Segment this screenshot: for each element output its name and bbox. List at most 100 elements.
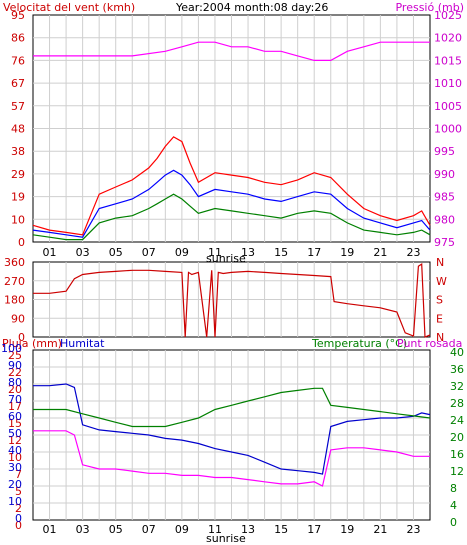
pressure-y-tick-label: 990: [434, 168, 455, 181]
humidity-x-tick-label: 05: [109, 523, 123, 536]
pressure-y-tick-label: 1025: [434, 9, 462, 22]
wind-y-tick-label: 29: [11, 168, 25, 181]
humidity-x-tick-label: 01: [43, 523, 57, 536]
pressure-y-tick-label: 995: [434, 145, 455, 158]
temperature-y-tick-label: 32: [450, 380, 464, 393]
humidity-x-tick-label: 17: [307, 523, 321, 536]
temperature-line: [33, 387, 431, 428]
humidity-x-tick-label: 07: [142, 523, 156, 536]
rain-y-tick-label: 10: [8, 451, 22, 464]
humidity-x-tick-label: 03: [76, 523, 90, 536]
humidity-x-tick-label: 11: [208, 523, 222, 536]
pressure-y-tick-label: 1010: [434, 77, 462, 90]
humidity-x-tick-label: 19: [340, 523, 354, 536]
wind-x-tick-label: 05: [109, 246, 123, 259]
compass-tick-label: N: [436, 256, 444, 269]
compass-tick-label: N: [436, 331, 444, 344]
rain-y-tick-label: 5: [15, 485, 22, 498]
temperature-y-tick-label: 4: [450, 499, 457, 512]
humidity-axis-title: Humitat: [60, 337, 105, 350]
humidity-x-tick-label: 21: [373, 523, 387, 536]
humidity-x-tick-label: 13: [241, 523, 255, 536]
temperature-y-tick-label: 12: [450, 465, 464, 478]
pressure-axis-title: Pressió (mb): [395, 1, 464, 14]
compass-tick-label: S: [436, 294, 443, 307]
rain-y-tick-label: 25: [8, 349, 22, 362]
rain-y-tick-label: 12: [8, 434, 22, 447]
rain-y-tick-label: 22: [8, 366, 22, 379]
wind-y-tick-label: 38: [11, 145, 25, 158]
direction-y-tick-label: 360: [4, 256, 25, 269]
wind-x-tick-label: 17: [307, 246, 321, 259]
humidity-y-tick-label: 20: [8, 478, 22, 491]
dewpoint-line: [33, 430, 430, 487]
temperature-y-tick-label: 36: [450, 363, 464, 376]
wind-y-tick-label: 0: [18, 236, 25, 249]
humidity-y-tick-label: 10: [8, 495, 22, 508]
temperature-y-tick-label: 40: [450, 346, 464, 359]
direction-y-tick-label: 180: [4, 294, 25, 307]
sunrise-label-bottom: sunrise: [206, 532, 246, 545]
wind-average-line: [32, 169, 431, 238]
humidity-x-tick-label: 23: [406, 523, 420, 536]
pressure-y-tick-label: 1000: [434, 123, 462, 136]
temperature-y-tick-label: 28: [450, 397, 464, 410]
wind-y-tick-label: 19: [11, 191, 25, 204]
pressure-y-tick-label: 1015: [434, 54, 462, 67]
pressure-y-tick-label: 1005: [434, 100, 462, 113]
temperature-y-tick-label: 8: [450, 482, 457, 495]
pressure-y-tick-label: 985: [434, 191, 455, 204]
direction-y-tick-label: 0: [18, 331, 25, 344]
humidity-x-tick-label: 15: [274, 523, 288, 536]
pressure-y-tick-label: 1020: [434, 32, 462, 45]
rain-y-tick-label: 15: [8, 417, 22, 430]
humidity-line: [33, 383, 431, 475]
pressure-line: [33, 41, 430, 62]
wind-x-tick-label: 03: [76, 246, 90, 259]
wind-x-tick-label: 23: [406, 246, 420, 259]
wind-y-tick-label: 76: [11, 54, 25, 67]
wind-x-tick-label: 19: [340, 246, 354, 259]
pressure-y-tick-label: 980: [434, 213, 455, 226]
wind-minimum-line: [32, 193, 431, 241]
humidity-y-tick-label: 30: [8, 461, 22, 474]
date-label: Year:2004 month:08 day:26: [175, 1, 328, 14]
wind-axis-title: Velocitat del vent (kmh): [3, 1, 135, 14]
temperature-y-tick-label: 0: [450, 516, 457, 529]
sunrise-label-top: sunrise: [206, 252, 246, 265]
humidity-y-tick-label: 80: [8, 376, 22, 389]
dewpoint-axis-title: Punt rosada: [397, 337, 462, 350]
temperature-y-tick-label: 24: [450, 414, 464, 427]
wind-x-tick-label: 15: [274, 246, 288, 259]
direction-y-tick-label: 270: [4, 275, 25, 288]
wind-y-tick-label: 86: [11, 32, 25, 45]
wind-gust-line: [32, 136, 431, 236]
humidity-x-tick-label: 09: [175, 523, 189, 536]
rain-y-tick-label: 17: [8, 400, 22, 413]
wind-y-tick-label: 67: [11, 77, 25, 90]
wind-y-tick-label: 95: [11, 9, 25, 22]
rain-axis-title: Pluja (mm): [2, 337, 62, 350]
wind-x-tick-label: 07: [142, 246, 156, 259]
temperature-y-tick-label: 20: [450, 431, 464, 444]
humidity-y-tick-label: 70: [8, 393, 22, 406]
humidity-y-tick-label: 90: [8, 359, 22, 372]
temperature-axis-title: Temperatura (°C): [311, 337, 407, 350]
pressure-y-tick-label: 975: [434, 236, 455, 249]
rain-y-tick-label: 0: [15, 519, 22, 532]
wind-direction-line: [33, 263, 431, 338]
rain-y-tick-label: 7: [15, 468, 22, 481]
wind-x-tick-label: 21: [373, 246, 387, 259]
humidity-y-tick-label: 40: [8, 444, 22, 457]
wind-y-tick-label: 57: [11, 100, 25, 113]
chart-dynamic-layer: 9586766757483829191001025102010151010100…: [1, 9, 464, 536]
humidity-y-tick-label: 0: [15, 512, 22, 525]
compass-tick-label: E: [436, 312, 443, 325]
wind-y-tick-label: 10: [11, 213, 25, 226]
compass-tick-label: W: [436, 275, 447, 288]
direction-y-tick-label: 90: [11, 312, 25, 325]
wind-x-tick-label: 09: [175, 246, 189, 259]
humidity-y-tick-label: 50: [8, 427, 22, 440]
rain-y-tick-label: 20: [8, 383, 22, 396]
